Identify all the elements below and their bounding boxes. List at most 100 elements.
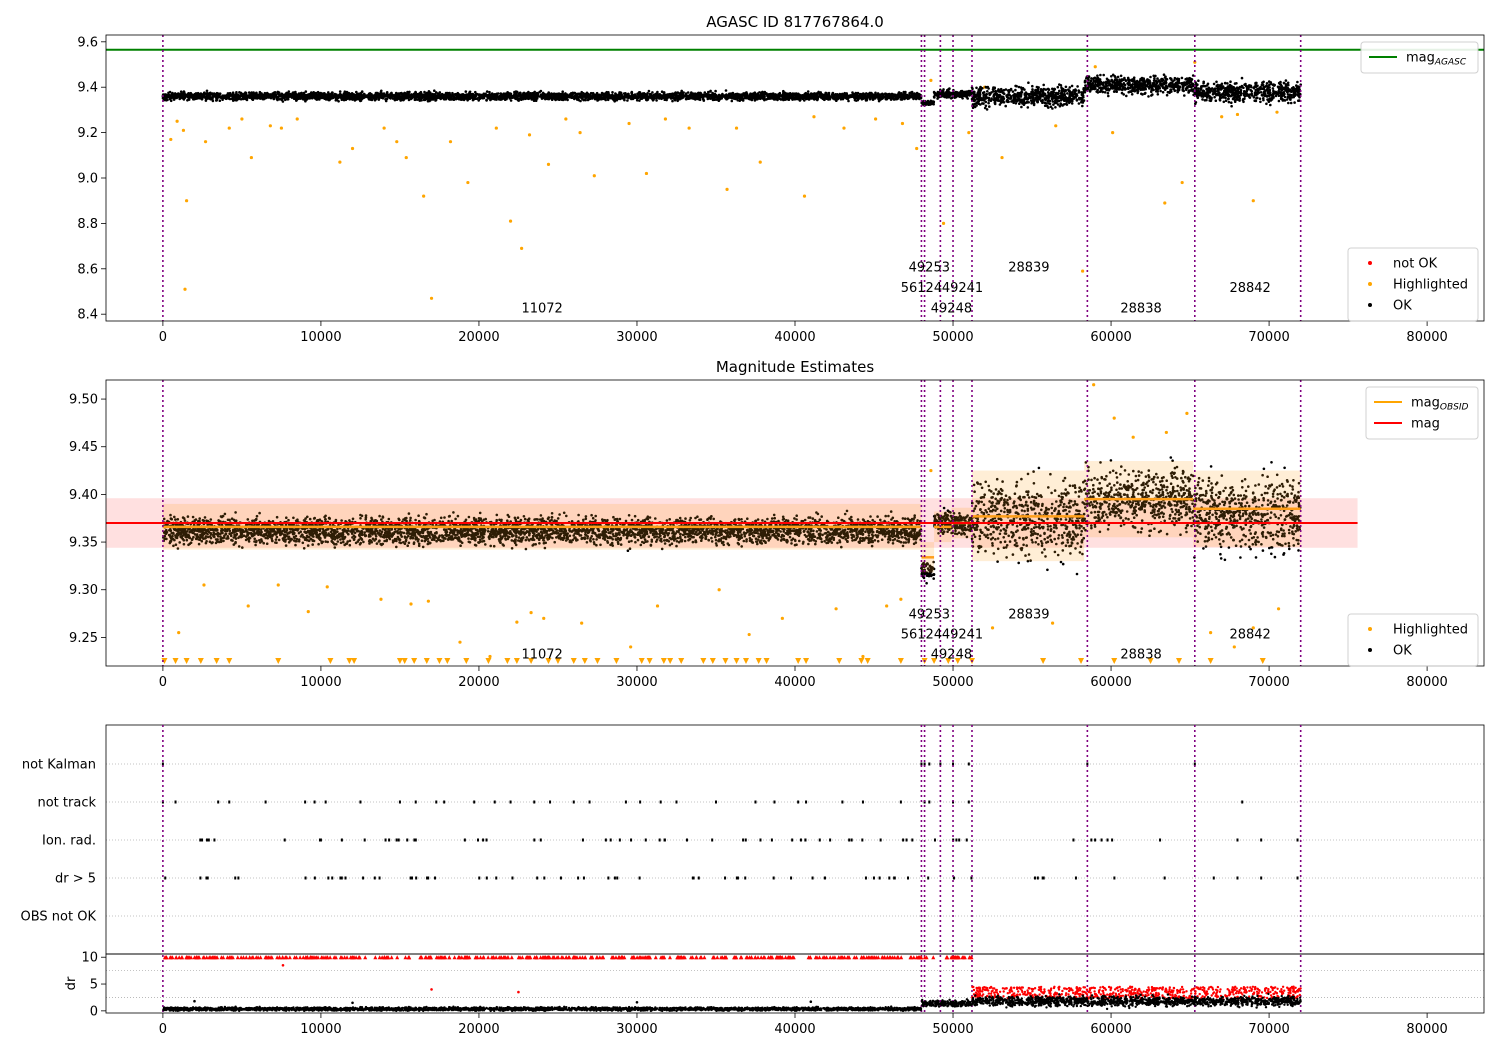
ok-data-point [461,94,465,98]
ok-data-point [418,99,422,102]
ok-data-point [374,94,378,97]
ok-data-point [626,99,629,102]
ok-data-point [454,92,458,96]
ok-data-point [1044,98,1047,102]
ok-data-point [237,93,240,97]
ok-data-point [1031,93,1034,97]
ok-data-point [478,97,482,100]
ok-data-point [207,95,210,98]
ok-data-point [684,92,688,95]
highlighted-data-point [1220,115,1224,119]
ok-data-point [378,96,381,99]
ok-data-point [678,97,681,101]
ok-data-point [358,98,362,102]
ok-data-point [1065,99,1068,103]
ok-data-point [549,97,553,100]
ok-data-point [813,97,816,101]
ok-data-point [322,96,325,99]
ok-data-point [321,94,324,97]
highlighted-data-point [279,126,284,130]
ok-data-point [685,95,689,98]
ok-data-point [647,89,651,93]
ok-data-point [285,92,288,96]
ok-data-point [209,91,212,95]
ok-data-point [474,90,477,94]
ok-data-point [750,94,753,97]
ok-data-point [803,99,806,102]
ok-data-point [664,93,667,97]
ok-data-point [671,93,675,96]
ok-data-point [370,98,374,102]
ok-data-point [327,95,330,99]
ok-data-point [928,101,932,105]
ok-data-point [186,92,190,96]
ok-data-point [300,94,303,97]
ok-data-point [584,94,587,98]
ok-data-point [179,90,183,93]
ok-data-point [1047,93,1050,97]
ok-data-point [557,98,560,101]
ok-data-point [992,98,995,102]
ok-data-point [352,93,356,96]
ok-data-point [336,96,340,99]
ok-data-point [1020,91,1024,94]
ok-data-point [1070,84,1074,88]
highlighted-data-point [592,174,596,178]
ok-data-point [253,96,256,100]
ok-data-point [1012,94,1015,97]
ok-data-point [947,93,950,96]
ok-data-point [1026,97,1030,101]
ok-data-point [730,99,734,103]
ok-data-point [1042,83,1045,87]
ok-data-point [961,94,965,98]
ok-data-point [1053,101,1057,105]
highlighted-data-point [900,121,905,126]
ok-data-point [529,92,532,95]
ok-data-point [1041,91,1045,95]
ok-data-point [757,96,760,99]
highlighted-data-point [404,155,408,160]
ok-data-point [302,91,306,95]
ok-data-point [406,93,409,97]
ok-data-point [703,91,707,94]
ok-data-point [586,98,590,102]
ok-data-point [614,96,618,100]
ok-data-point [885,97,889,101]
ok-data-point [527,90,530,94]
ok-data-point [444,95,448,98]
ok-data-point [981,91,985,95]
ok-data-point [401,98,405,101]
ok-data-point [655,99,658,102]
ok-data-point [218,99,222,102]
ok-data-point [998,103,1002,106]
ok-data-point [900,92,903,95]
ok-data-point [266,95,270,99]
ok-data-point [187,98,191,101]
ok-data-point [674,93,678,97]
ok-data-point [992,90,995,93]
ok-data-point [398,94,401,98]
ok-data-point [273,94,277,98]
ok-data-point [724,89,728,92]
ok-data-point [1077,102,1081,105]
ok-data-point [763,91,766,95]
ok-data-point [179,94,183,97]
ok-data-point [215,91,219,95]
ok-data-point [801,95,804,99]
ok-data-point [656,90,659,94]
ok-data-point [167,95,170,98]
ok-data-point [698,96,701,100]
ok-data-point [277,91,281,94]
ok-data-point [786,94,789,97]
ok-data-point [1051,100,1055,103]
highlighted-data-point [941,221,946,225]
ok-data-point [372,96,376,100]
ok-data-point [705,94,708,98]
ok-data-point [642,94,645,98]
ok-data-point [388,93,392,97]
ok-data-point [205,89,209,93]
ok-data-point [889,95,892,98]
ok-data-point [1026,106,1030,109]
ok-data-point [760,95,764,99]
ok-data-point [370,94,374,97]
